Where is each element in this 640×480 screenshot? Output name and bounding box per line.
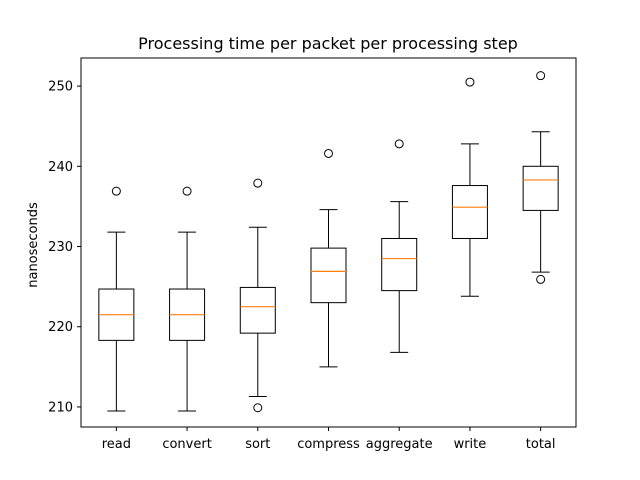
outlier-point	[324, 148, 333, 158]
plot-frame	[80, 57, 577, 428]
outlier-point	[182, 186, 192, 196]
plot-area: 210 220 230 240 250 read convert sort compress ag…	[48, 57, 577, 452]
box-iqr	[310, 247, 347, 304]
outlier-point	[394, 139, 404, 149]
outlier-point	[253, 403, 263, 413]
outlier-point	[253, 178, 263, 188]
x-tick-label: total	[526, 437, 556, 452]
y-tick-label: 230	[48, 240, 73, 255]
box-iqr	[239, 286, 276, 334]
box-iqr	[451, 185, 488, 239]
outlier-point	[536, 71, 546, 81]
outlier-point	[536, 274, 546, 284]
y-tick-label: 240	[48, 160, 73, 175]
x-tick-label: read	[102, 437, 131, 452]
outlier-point	[465, 77, 475, 87]
box-iqr	[381, 237, 418, 292]
y-tick-label: 220	[48, 320, 73, 335]
y-tick-label: 250	[48, 80, 73, 95]
outlier-point	[111, 186, 121, 196]
y-tick-label: 210	[48, 400, 73, 415]
x-tick-label: compress	[297, 437, 360, 452]
box-iqr	[522, 165, 559, 211]
x-tick-label: aggregate	[366, 437, 433, 452]
x-tick-label: write	[454, 437, 487, 452]
x-tick-label: convert	[162, 437, 211, 452]
chart-title: Processing time per packet per processin…	[138, 34, 518, 53]
x-tick-label: sort	[245, 437, 270, 452]
y-axis-label: nanoseconds	[26, 202, 41, 288]
